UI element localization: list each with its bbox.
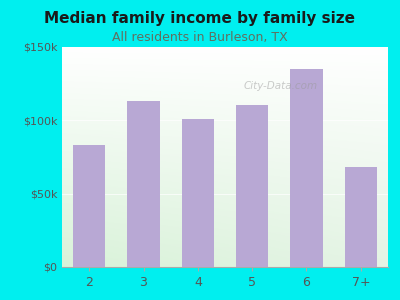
- Text: City-Data.com: City-Data.com: [243, 81, 318, 91]
- Bar: [236, 105, 268, 267]
- Bar: [182, 118, 214, 267]
- Bar: [73, 145, 106, 267]
- Text: All residents in Burleson, TX: All residents in Burleson, TX: [112, 32, 288, 44]
- Bar: [344, 167, 377, 267]
- Bar: [290, 69, 323, 267]
- Bar: [127, 101, 160, 267]
- Text: Median family income by family size: Median family income by family size: [44, 11, 356, 26]
